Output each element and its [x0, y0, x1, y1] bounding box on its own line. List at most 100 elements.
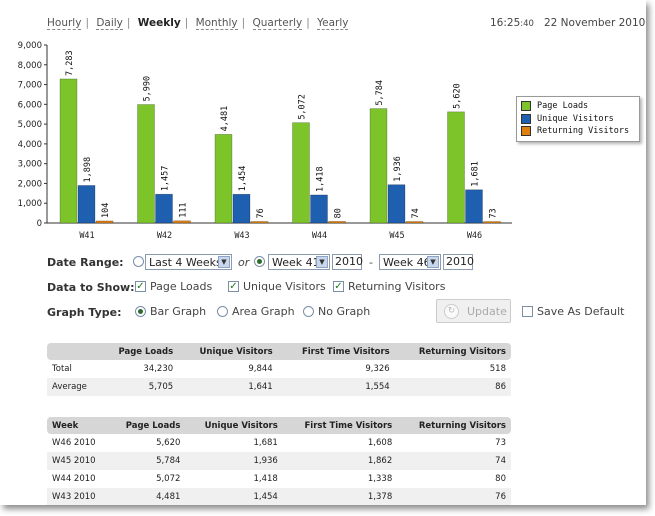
to-year-input[interactable]: 2010 — [443, 254, 474, 270]
data-label: 5,784 — [375, 80, 385, 106]
table-cell: 1,936 — [185, 452, 283, 470]
legend-label: Unique Visitors — [537, 113, 614, 124]
no-graph-radio[interactable]: No Graph — [303, 305, 370, 318]
table-cell: W45 2010 — [47, 452, 110, 470]
check-icon[interactable]: ✓ — [135, 281, 146, 292]
from-year-input[interactable]: 2010 — [332, 254, 363, 270]
clock-time: 16:25 — [490, 17, 521, 29]
data-label: 1,898 — [83, 157, 93, 183]
checkbox-label: Returning Visitors — [348, 280, 446, 293]
x-tick-label: W43 — [234, 231, 249, 241]
bar-page-loads — [447, 111, 465, 224]
radio-circle[interactable] — [254, 256, 265, 267]
data-label: 1,457 — [161, 166, 171, 192]
table-cell: 1,641 — [178, 378, 278, 396]
table-cell: 1,862 — [282, 452, 398, 470]
bar-page-loads — [292, 122, 310, 224]
x-tick-label: W44 — [312, 231, 327, 241]
radio-circle[interactable] — [217, 306, 228, 317]
to-week-select[interactable]: Week 46 ▼ — [379, 254, 441, 270]
checkbox-label: Unique Visitors — [243, 280, 326, 293]
y-tick-label: 8,000 — [18, 61, 42, 71]
table-header: Page Loads — [100, 343, 179, 360]
custom-range-radio[interactable] — [254, 256, 269, 267]
table-cell: 1,418 — [253, 474, 278, 484]
y-tick-label: 4,000 — [18, 140, 42, 150]
check-icon[interactable]: ✓ — [228, 281, 239, 292]
period-weekly[interactable]: Weekly — [137, 17, 181, 29]
radio-circle[interactable] — [135, 306, 146, 317]
y-tick-label: 3,000 — [18, 160, 42, 170]
y-tick-label: 9,000 — [18, 41, 42, 51]
radio-circle[interactable] — [303, 306, 314, 317]
y-tick-label: 6,000 — [18, 100, 42, 110]
bar-unique-visitors — [387, 184, 406, 224]
checkbox-label: Save As Default — [537, 305, 625, 318]
y-tick-label: 2,000 — [18, 179, 42, 189]
bar-chart: 0 1,000 2,000 3,000 4,000 5,000 6,000 7,000 8,00… — [18, 41, 512, 241]
data-label: 5,990 — [143, 76, 153, 102]
table-cell: 34,230 — [143, 364, 174, 374]
show-returning-visitors-checkbox[interactable]: ✓ Returning Visitors — [333, 280, 445, 293]
table-header — [47, 343, 101, 360]
table-header: Page Loads — [109, 417, 186, 434]
save-as-default-checkbox[interactable]: Save As Default — [522, 305, 624, 318]
table-cell: 1,454 — [185, 488, 283, 505]
bar-returning-visitors — [483, 221, 501, 224]
table-cell: 1,681 — [253, 438, 278, 448]
bar-page-loads — [369, 108, 388, 224]
table-cell: 1,554 — [277, 378, 395, 396]
period-yearly[interactable]: Yearly — [317, 17, 349, 30]
period-daily[interactable]: Daily — [96, 17, 123, 30]
weekly-table: Week Page Loads Unique Visitors First Ti… — [47, 417, 511, 505]
table-header: Week — [47, 417, 110, 434]
check-icon[interactable]: ✓ — [333, 281, 344, 292]
y-tick-label: 5,000 — [18, 120, 42, 130]
table-header-row: Page Loads Unique Visitors First Time Vi… — [47, 343, 511, 360]
chart-legend: Page Loads Unique Visitors Returning Vis… — [516, 96, 640, 142]
range-preset-select[interactable]: Last 4 Weeks ▼ — [145, 254, 232, 270]
refresh-icon: ↻ — [444, 303, 459, 319]
from-week-select[interactable]: Week 41 ▼ — [268, 254, 330, 270]
chevron-down-icon: ▼ — [427, 256, 439, 268]
radio-circle[interactable] — [133, 256, 144, 267]
update-button[interactable]: ↻ Update — [436, 299, 511, 323]
chevron-down-icon: ▼ — [316, 256, 328, 268]
table-cell: 5,620 — [156, 438, 181, 448]
clock-seconds: :40 — [520, 19, 534, 29]
range-preset-value: Last 4 Weeks — [149, 255, 222, 269]
data-label: 111 — [179, 202, 189, 217]
range-dash: - — [369, 256, 373, 269]
table-cell: 1,378 — [282, 488, 398, 505]
legend-label: Page Loads — [537, 101, 589, 112]
area-graph-radio[interactable]: Area Graph — [217, 305, 295, 318]
show-page-loads-checkbox[interactable]: ✓ Page Loads — [135, 280, 212, 293]
table-cell: 80 — [495, 474, 506, 484]
checkbox-box[interactable] — [522, 306, 533, 317]
bar-returning-visitors — [250, 221, 269, 224]
data-label: 5,620 — [453, 83, 463, 109]
from-week-value: Week 41 — [272, 255, 320, 269]
data-label: 7,283 — [65, 50, 75, 76]
legend-item-page-loads: Page Loads — [521, 100, 635, 113]
period-hourly[interactable]: Hourly — [47, 17, 82, 30]
x-tick-label: W45 — [389, 231, 404, 241]
data-label: 1,454 — [238, 166, 248, 192]
period-quarterly[interactable]: Quarterly — [252, 17, 303, 30]
range-preset-radio[interactable] — [133, 256, 148, 267]
table-cell: Total — [52, 364, 72, 374]
period-monthly[interactable]: Monthly — [195, 17, 238, 30]
app-window: Hourly | Daily | Weekly | Monthly | Quarterl… — [17, 17, 646, 505]
table-cell: 9,326 — [365, 364, 390, 374]
table-row: Total 34,230 9,844 9,326 518 — [47, 360, 511, 378]
table-cell: 73 — [495, 438, 506, 448]
data-label: 74 — [411, 208, 421, 218]
table-cell: 4,481 — [109, 488, 186, 505]
bar-graph-radio[interactable]: Bar Graph — [135, 305, 206, 318]
clock-date: 22 November 2010 — [543, 17, 646, 29]
show-unique-visitors-checkbox[interactable]: ✓ Unique Visitors — [228, 280, 326, 293]
clock: 16:25:40 22 November 2010 — [490, 17, 645, 29]
period-nav: Hourly | Daily | Weekly | Monthly | Quarterl… — [47, 17, 349, 30]
legend-swatch — [521, 126, 531, 137]
legend-label: Returning Visitors — [537, 126, 630, 137]
